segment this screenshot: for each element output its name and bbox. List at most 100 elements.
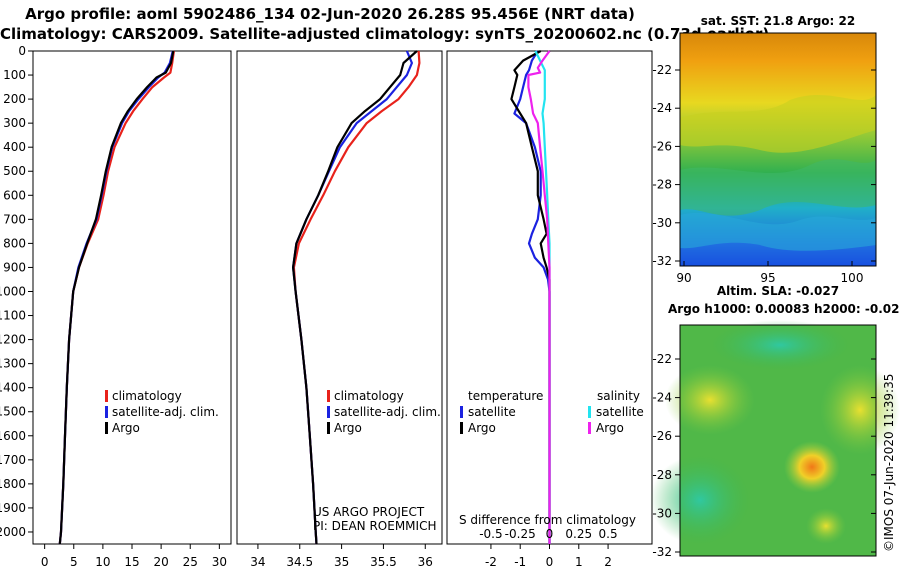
legend-temp-argo: Argo — [468, 421, 496, 435]
sst-y-label: -30 — [652, 216, 672, 230]
x-tick-label: 20 — [153, 555, 168, 569]
chart-title-line2: Climatology: CARS2009. Satellite-adjuste… — [0, 25, 770, 43]
sst-y-label: -28 — [652, 178, 672, 192]
legend-argo: Argo — [112, 421, 140, 435]
depth-tick-label: 700 — [3, 212, 26, 226]
sla-y-label: -32 — [652, 545, 672, 559]
x-tick-label: 25 — [183, 555, 198, 569]
x-tick-label: -1 — [514, 555, 526, 569]
x-tick-label: 15 — [124, 555, 139, 569]
sst-x-label: 100 — [841, 271, 864, 285]
x-tick-label: 2 — [604, 555, 612, 569]
sla-hotspot-1 — [784, 441, 840, 493]
x-tick-label: 34.5 — [286, 555, 313, 569]
legend-header-salinity: salinity — [597, 389, 640, 403]
x-tick-label: 0 — [546, 555, 554, 569]
sla-feature-2 — [820, 365, 900, 455]
depth-tick-label: 300 — [3, 116, 26, 130]
legend-swatch-satellite — [105, 406, 108, 418]
sst-warm-band — [680, 95, 876, 153]
depth-tick-label: 1100 — [0, 309, 26, 323]
legend-temp-satellite: satellite — [468, 405, 516, 419]
salinity-profiles — [292, 50, 421, 545]
sla-map-title-line1: Altim. SLA: -0.027 — [716, 284, 840, 298]
depth-tick-label: 1800 — [0, 477, 26, 491]
sst-y-label: -22 — [652, 63, 672, 77]
legend-satellite: satellite-adj. clim. — [334, 405, 441, 419]
series-argo — [292, 50, 418, 545]
sla-feature-3 — [710, 320, 850, 370]
depth-tick-label: 0 — [18, 44, 26, 58]
x-tick-label: 30 — [212, 555, 227, 569]
temperature-legend: climatology satellite-adj. clim. Argo — [105, 389, 219, 435]
sla-y-label: -22 — [652, 352, 672, 366]
sla-y-label: -30 — [652, 506, 672, 520]
sst-y-label: -24 — [652, 101, 672, 115]
sst-map-title: sat. SST: 21.8 Argo: 22 — [700, 14, 856, 28]
sal-tick-label: -0.5 — [479, 527, 502, 541]
legend-swatch-temp-satellite — [460, 406, 463, 418]
legend-swatch-temp-argo — [460, 422, 463, 434]
depth-tick-label: 1000 — [0, 284, 26, 298]
sla-map-title-line2: Argo h1000: 0.00083 h2000: -0.02 — [668, 302, 900, 316]
depth-tick-label: 1300 — [0, 357, 26, 371]
sla-y-label: -28 — [652, 468, 672, 482]
chart-title-line1: Argo profile: aoml 5902486_134 02-Jun-20… — [25, 5, 635, 23]
x-tick-label: 34 — [250, 555, 265, 569]
x-tick-label: 35.5 — [370, 555, 397, 569]
salinity-panel-frame — [236, 50, 443, 545]
series-salinity-argo — [527, 50, 551, 544]
legend-swatch-climatology — [327, 390, 330, 402]
credit-project: US ARGO PROJECT — [313, 505, 425, 519]
sla-map-axes: -22 -24 -26 -28 -30 -32 — [652, 352, 876, 559]
depth-tick-label: 2000 — [0, 525, 26, 539]
salinity-x-axis: 34 34.5 35 35.5 36 — [250, 544, 433, 569]
legend-swatch-sal-argo — [588, 422, 591, 434]
sal-tick-label: 0 — [546, 527, 554, 541]
temperature-profiles — [58, 50, 175, 545]
depth-tick-label: 1600 — [0, 429, 26, 443]
sst-map — [679, 32, 877, 267]
sst-cool-band — [680, 212, 876, 251]
x-tick-label: 0 — [41, 555, 49, 569]
sst-x-label: 90 — [676, 271, 691, 285]
difference-legend: temperature salinity satellite Argo sate… — [460, 389, 644, 435]
legend-satellite: satellite-adj. clim. — [112, 405, 219, 419]
depth-tick-label: 900 — [3, 260, 26, 274]
sla-hotspot-2 — [806, 508, 846, 544]
sla-feature-4 — [650, 455, 750, 545]
sal-tick-label: 0.5 — [599, 527, 618, 541]
depth-tick-label: 1400 — [0, 381, 26, 395]
x-tick-label: -2 — [485, 555, 497, 569]
temperature-x-axis: 0 5 10 15 20 25 30 — [41, 544, 227, 569]
depth-tick-label: 200 — [3, 92, 26, 106]
depth-tick-label: 400 — [3, 140, 26, 154]
sla-y-label: -26 — [652, 429, 672, 443]
sal-tick-label: -0.25 — [505, 527, 536, 541]
sst-map-axes: -22 -24 -26 -28 -30 -32 90 95 100 — [652, 63, 876, 285]
salinity-difference-ticks: -0.5 -0.25 0 0.25 0.5 — [479, 527, 617, 541]
credit-pi: PI: DEAN ROEMMICH — [313, 519, 436, 533]
sla-feature-1 — [665, 365, 755, 435]
sla-map — [650, 320, 900, 557]
x-tick-label: 35 — [334, 555, 349, 569]
legend-argo: Argo — [334, 421, 362, 435]
legend-sal-argo: Argo — [596, 421, 624, 435]
x-tick-label: 1 — [575, 555, 583, 569]
legend-swatch-sal-satellite — [588, 406, 591, 418]
legend-climatology: climatology — [334, 389, 404, 403]
sst-x-label: 95 — [760, 271, 775, 285]
sst-y-label: -32 — [652, 254, 672, 268]
legend-climatology: climatology — [112, 389, 182, 403]
x-tick-label: 36 — [418, 555, 433, 569]
sst-y-label: -26 — [652, 139, 672, 153]
sst-map-frame — [679, 32, 877, 267]
x-tick-label: 5 — [70, 555, 78, 569]
salinity-legend: climatology satellite-adj. clim. Argo — [327, 389, 441, 435]
depth-axis: 0 100 200 300 400 500 600 700 800 900 1000 1100 1200… — [0, 44, 33, 539]
series-satellite-adj-clim- — [58, 50, 174, 545]
legend-sal-satellite: satellite — [596, 405, 644, 419]
depth-tick-label: 1700 — [0, 453, 26, 467]
sla-y-label: -24 — [652, 391, 672, 405]
